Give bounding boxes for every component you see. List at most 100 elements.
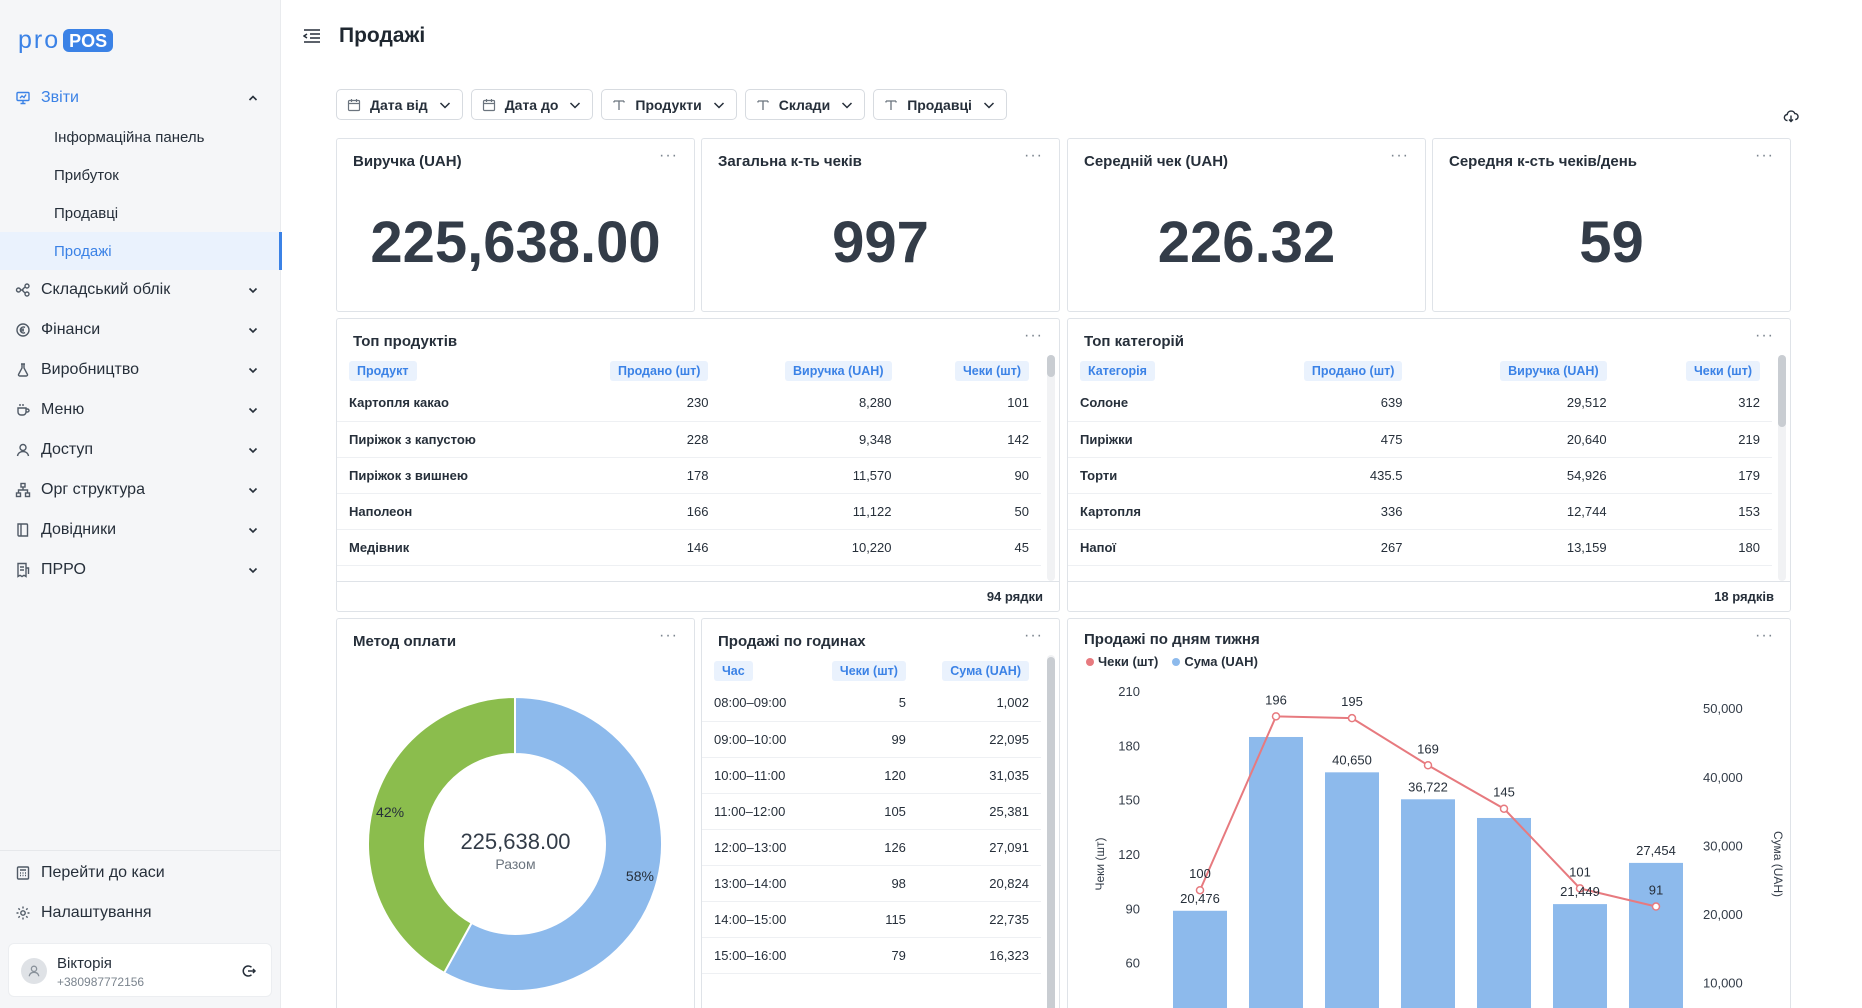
column-header[interactable]: Чеки (шт) [904, 355, 1042, 385]
table-row[interactable]: Напої 267 13,159 180 [1068, 529, 1772, 566]
table-cell: Наполеон [337, 493, 549, 530]
more-options-icon[interactable]: ··· [1390, 147, 1409, 164]
column-header[interactable]: Чеки (шт) [1619, 355, 1772, 385]
table-row[interactable]: Медівник 146 10,220 45 [337, 529, 1041, 566]
gear-icon [15, 905, 31, 921]
table-cell: Пиріжки [1068, 421, 1223, 458]
filter-date-from[interactable]: Дата від [336, 89, 463, 120]
row-count: 18 рядків [1068, 581, 1790, 611]
more-options-icon[interactable]: ··· [1024, 627, 1043, 644]
sidebar-item-directories[interactable]: Довідники [0, 510, 281, 550]
propos-logo[interactable]: pro POS [18, 26, 114, 55]
column-header[interactable]: Чеки (шт) [809, 655, 918, 685]
table-row[interactable]: 14:00–15:00 115 22,735 [702, 901, 1041, 938]
sidebar-subitem-dashboard[interactable]: Інформаційна панель [0, 118, 281, 156]
scrollbar[interactable] [1047, 655, 1055, 1008]
filter-date-to[interactable]: Дата до [470, 89, 594, 120]
column-header[interactable]: Продукт [337, 355, 549, 385]
chart-bar[interactable] [1173, 910, 1227, 1008]
table-row[interactable]: Пиріжок з капустою 228 9,348 142 [337, 421, 1041, 458]
more-options-icon[interactable]: ··· [1024, 327, 1043, 344]
column-header[interactable]: Продано (шт) [1223, 355, 1415, 385]
donut-slice[interactable] [367, 695, 516, 975]
more-options-icon[interactable]: ··· [1755, 147, 1774, 164]
table-cell: 08:00–09:00 [702, 685, 809, 722]
chart-point[interactable] [1423, 761, 1433, 770]
sidebar-item-prro[interactable]: ПРРО [0, 550, 281, 590]
goto-cashier-button[interactable]: Перейти до каси [0, 853, 281, 893]
sidebar-subitem-sellers[interactable]: Продавці [0, 194, 281, 232]
settings-button[interactable]: Налаштування [0, 893, 281, 933]
table-row[interactable]: Наполеон 166 11,122 50 [337, 493, 1041, 530]
chart-point[interactable] [1347, 713, 1357, 723]
sidebar-item-finance[interactable]: Фінанси [0, 310, 281, 350]
user-card[interactable]: Вікторія +380987772156 [8, 943, 272, 997]
sidebar-item-label: Меню [41, 401, 85, 418]
column-header[interactable]: Час [702, 655, 809, 685]
chart-point[interactable] [1575, 884, 1585, 893]
table-row[interactable]: Картопля 336 12,744 153 [1068, 493, 1772, 530]
more-options-icon[interactable]: ··· [1024, 147, 1043, 164]
table-row[interactable]: Пиріжок з вишнею 178 11,570 90 [337, 457, 1041, 494]
menu-collapse-icon[interactable] [303, 29, 321, 43]
more-options-icon[interactable]: ··· [659, 147, 678, 164]
table-row[interactable]: Картопля какао 230 8,280 101 [337, 385, 1041, 422]
column-header[interactable]: Виручка (UAH) [720, 355, 903, 385]
user-avatar-icon [28, 965, 40, 977]
table-row[interactable]: 13:00–14:00 98 20,824 [702, 865, 1041, 902]
sidebar-subitem-sales[interactable]: Продажі [0, 232, 282, 270]
filter-sellers[interactable]: Продавці [873, 89, 1007, 120]
chart-bar[interactable] [1477, 817, 1531, 1008]
sidebar-item-warehouse[interactable]: Складський облік [0, 270, 281, 310]
scrollbar-thumb[interactable] [1047, 355, 1055, 377]
chart-bar[interactable] [1249, 736, 1303, 1008]
table-cell: 13,159 [1414, 529, 1619, 566]
axis-tick-label: 150 [1118, 793, 1140, 808]
chart-point[interactable] [1651, 902, 1661, 911]
chart-bar[interactable] [1629, 862, 1683, 1008]
scrollbar[interactable] [1047, 355, 1055, 581]
sidebar-item-menu[interactable]: Меню [0, 390, 281, 430]
chart-bar[interactable] [1553, 904, 1607, 1008]
chart-point[interactable] [1195, 885, 1205, 895]
donut-slice[interactable] [442, 695, 663, 992]
scrollbar[interactable] [1778, 355, 1786, 581]
legend-item-sum[interactable]: Сума (UAH) [1172, 654, 1258, 669]
table-cell: 11:00–12:00 [702, 793, 809, 830]
table-row[interactable]: 15:00–16:00 79 16,323 [702, 937, 1041, 974]
logout-icon[interactable] [241, 963, 257, 979]
cloud-download-icon[interactable] [1783, 108, 1799, 124]
column-header[interactable]: Продано (шт) [549, 355, 721, 385]
table-row[interactable]: 11:00–12:00 105 25,381 [702, 793, 1041, 830]
column-header[interactable]: Виручка (UAH) [1414, 355, 1618, 385]
table-row[interactable]: 08:00–09:00 5 1,002 [702, 685, 1041, 722]
chart-point[interactable] [1499, 804, 1509, 813]
filter-products[interactable]: Продукти [601, 89, 737, 120]
sidebar-item-access[interactable]: Доступ [0, 430, 281, 470]
more-options-icon[interactable]: ··· [1755, 627, 1774, 644]
sidebar-subitem-profit[interactable]: Прибуток [0, 156, 281, 194]
table-row[interactable]: Солоне 639 29,512 312 [1068, 385, 1772, 422]
chart-bar[interactable] [1325, 772, 1379, 1008]
scrollbar-thumb[interactable] [1778, 355, 1786, 427]
chevron-down-icon [248, 327, 258, 334]
legend-item-receipts[interactable]: Чеки (шт) [1086, 654, 1158, 669]
chart-bar[interactable] [1401, 799, 1455, 1008]
scrollbar-thumb[interactable] [1047, 657, 1055, 1008]
column-header[interactable]: Сума (UAH) [918, 655, 1041, 685]
axis-tick-label: 10,000 [1703, 976, 1743, 991]
sidebar-item-reports[interactable]: Звіти [0, 78, 281, 118]
more-options-icon[interactable]: ··· [659, 627, 678, 644]
sidebar-item-org-structure[interactable]: Орг структура [0, 470, 281, 510]
more-options-icon[interactable]: ··· [1755, 327, 1774, 344]
table-row[interactable]: 10:00–11:00 120 31,035 [702, 757, 1041, 794]
table-row[interactable]: 09:00–10:00 99 22,095 [702, 721, 1041, 758]
sidebar-item-production[interactable]: Виробництво [0, 350, 281, 390]
column-header[interactable]: Категорія [1068, 355, 1223, 385]
table-cell: 336 [1222, 493, 1415, 530]
table-row[interactable]: Пиріжки 475 20,640 219 [1068, 421, 1772, 458]
filter-warehouses[interactable]: Склади [744, 89, 866, 120]
table-row[interactable]: 12:00–13:00 126 27,091 [702, 829, 1041, 866]
chart-point[interactable] [1271, 712, 1281, 721]
table-row[interactable]: Торти 435.5 54,926 179 [1068, 457, 1772, 494]
